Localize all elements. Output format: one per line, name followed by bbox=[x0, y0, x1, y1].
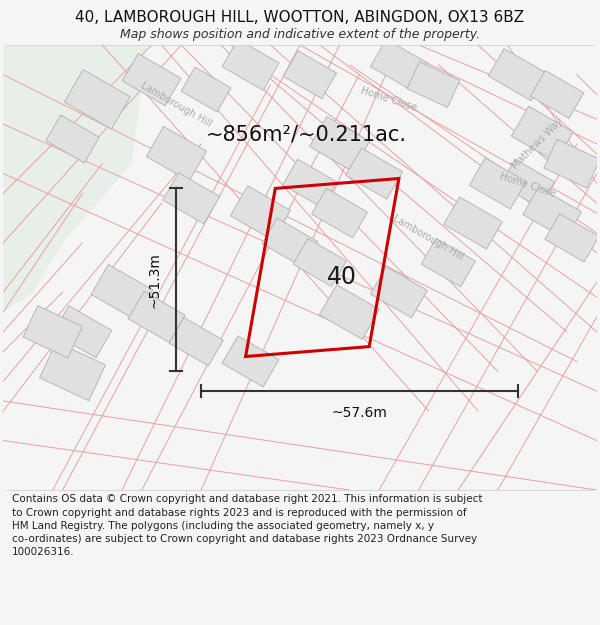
Polygon shape bbox=[311, 188, 368, 238]
Polygon shape bbox=[511, 106, 573, 162]
Text: ~57.6m: ~57.6m bbox=[331, 406, 387, 420]
Text: 40: 40 bbox=[327, 266, 357, 289]
Polygon shape bbox=[23, 306, 82, 358]
Polygon shape bbox=[310, 116, 370, 171]
Polygon shape bbox=[230, 186, 290, 241]
Polygon shape bbox=[146, 126, 206, 181]
Text: Mathews Way: Mathews Way bbox=[510, 116, 565, 171]
Text: Home Close: Home Close bbox=[359, 86, 418, 113]
Polygon shape bbox=[544, 139, 600, 188]
Polygon shape bbox=[488, 49, 547, 101]
Polygon shape bbox=[444, 197, 502, 249]
Polygon shape bbox=[40, 342, 106, 401]
Polygon shape bbox=[128, 291, 185, 342]
Polygon shape bbox=[4, 45, 147, 312]
Polygon shape bbox=[346, 148, 403, 199]
Polygon shape bbox=[181, 67, 231, 112]
Polygon shape bbox=[530, 71, 584, 118]
Polygon shape bbox=[53, 306, 112, 358]
Polygon shape bbox=[222, 39, 279, 91]
Polygon shape bbox=[469, 158, 526, 209]
Polygon shape bbox=[421, 238, 475, 287]
Polygon shape bbox=[64, 69, 130, 129]
Polygon shape bbox=[262, 218, 318, 268]
Polygon shape bbox=[283, 51, 337, 99]
Polygon shape bbox=[319, 284, 380, 339]
Polygon shape bbox=[523, 187, 581, 239]
Text: Lamborough Hill: Lamborough Hill bbox=[139, 80, 214, 129]
Polygon shape bbox=[46, 115, 99, 163]
Polygon shape bbox=[91, 264, 153, 320]
Polygon shape bbox=[222, 336, 279, 387]
Text: Home Close: Home Close bbox=[498, 172, 557, 199]
Text: ~856m²/~0.211ac.: ~856m²/~0.211ac. bbox=[206, 124, 407, 144]
Polygon shape bbox=[370, 267, 427, 318]
Polygon shape bbox=[545, 214, 599, 262]
Polygon shape bbox=[163, 173, 220, 224]
Polygon shape bbox=[122, 54, 181, 106]
Text: ~51.3m: ~51.3m bbox=[148, 252, 161, 308]
Polygon shape bbox=[500, 159, 554, 208]
Polygon shape bbox=[283, 159, 337, 208]
Text: 40, LAMBOROUGH HILL, WOOTTON, ABINGDON, OX13 6BZ: 40, LAMBOROUGH HILL, WOOTTON, ABINGDON, … bbox=[76, 10, 524, 25]
Polygon shape bbox=[293, 239, 346, 286]
Text: Contains OS data © Crown copyright and database right 2021. This information is : Contains OS data © Crown copyright and d… bbox=[12, 494, 482, 558]
Polygon shape bbox=[407, 62, 460, 107]
Polygon shape bbox=[370, 39, 427, 91]
Text: Map shows position and indicative extent of the property.: Map shows position and indicative extent… bbox=[120, 28, 480, 41]
Text: Lamborough Hill: Lamborough Hill bbox=[391, 214, 466, 262]
Polygon shape bbox=[169, 318, 223, 366]
